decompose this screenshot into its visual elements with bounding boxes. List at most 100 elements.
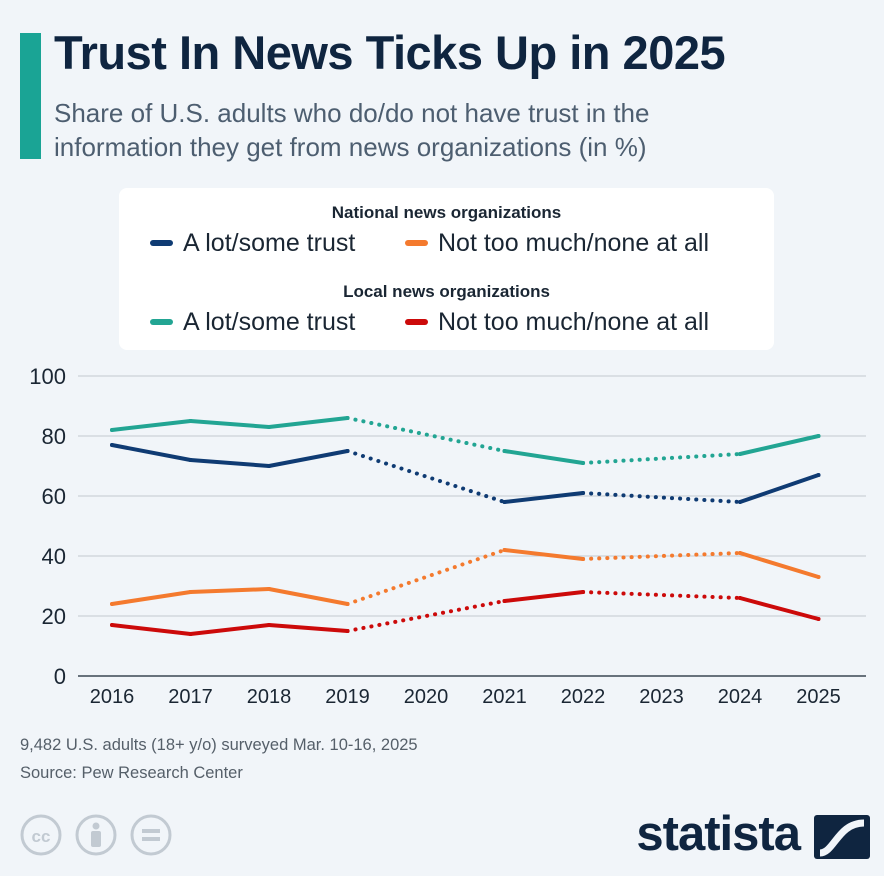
source-note: Source: Pew Research Center <box>20 764 243 782</box>
y-tick-label-80: 80 <box>42 424 66 449</box>
series-3-point-2017 <box>188 419 193 423</box>
series-3-point-2024 <box>738 452 742 456</box>
x-tick-label-2021: 2021 <box>482 686 527 708</box>
series-2-segment-2018-2019 <box>267 587 350 606</box>
series-3-point-2016 <box>110 428 114 432</box>
series-1-point-2017 <box>188 458 193 462</box>
series-3-segment-2024-2025 <box>738 434 821 456</box>
title-accent-bar <box>20 33 41 159</box>
y-tick-label-100: 100 <box>29 364 66 389</box>
x-tick-label-2024: 2024 <box>718 686 763 708</box>
series-1-point-2022 <box>581 491 585 495</box>
chart-title: Trust In News Ticks Up in 2025 <box>54 26 726 79</box>
series-1-point-2025 <box>816 473 821 477</box>
attribution-icon[interactable] <box>75 814 117 856</box>
chart-x-axis: 2016 2017 2018 2019 2020 2021 2022 2023 2024 2025 <box>90 686 841 708</box>
series-2-point-2018 <box>267 587 271 591</box>
series-2-point-2017 <box>188 590 193 594</box>
creative-commons-icon[interactable]: cc <box>20 814 62 856</box>
legend-swatch-national-trust <box>150 240 173 246</box>
license-icons: cc <box>20 814 172 856</box>
series-2-point-2021 <box>502 548 507 552</box>
series-2-segment-2021-2022 <box>502 548 585 561</box>
y-tick-label-40: 40 <box>42 544 66 569</box>
legend-label-local-trust: A lot/some trust <box>183 308 356 336</box>
legend-heading-local: Local news organizations <box>343 282 550 301</box>
series-3-segment-2018-2019 <box>267 416 350 429</box>
series-4-point-2019 <box>345 629 350 633</box>
series-3-segment-2022-2024 <box>581 452 742 465</box>
series-4-segment-2016-2017 <box>110 623 193 636</box>
series-2-segment-2017-2018 <box>188 587 271 594</box>
series-3-point-2022 <box>581 461 585 465</box>
series-1-point-2024 <box>738 500 742 504</box>
legend-label-national-distrust: Not too much/none at all <box>438 229 709 257</box>
chart-grid: 0 20 40 60 80 100 <box>29 364 866 689</box>
series-4-segment-2017-2018 <box>188 623 271 636</box>
series-3-segment-2021-2022 <box>502 449 585 465</box>
series-4-point-2025 <box>816 617 821 621</box>
series-2-point-2025 <box>816 575 821 579</box>
series-1-point-2021 <box>502 500 507 504</box>
y-tick-label-60: 60 <box>42 484 66 509</box>
series-4-point-2024 <box>738 596 742 600</box>
x-tick-label-2019: 2019 <box>325 686 370 708</box>
series-4-point-2018 <box>267 623 271 627</box>
series-2-segment-2024-2025 <box>738 551 821 579</box>
chart-series <box>110 416 821 636</box>
series-2-point-2024 <box>738 551 742 555</box>
legend-swatch-local-distrust <box>405 319 428 325</box>
series-3-segment-2019-2021 <box>345 416 507 453</box>
x-tick-label-2016: 2016 <box>90 686 135 708</box>
series-1-segment-2021-2022 <box>502 491 585 504</box>
series-2-point-2022 <box>581 557 585 561</box>
series-1-point-2018 <box>267 464 271 468</box>
series-1-point-2016 <box>110 443 114 447</box>
series-1-segment-2022-2024 <box>581 491 742 504</box>
series-3-point-2018 <box>267 425 271 429</box>
x-tick-label-2025: 2025 <box>796 686 841 708</box>
statista-logo-icon <box>814 815 870 859</box>
series-1-segment-2018-2019 <box>267 449 350 468</box>
series-4-segment-2022-2024 <box>581 590 742 600</box>
series-2-segment-2019-2021 <box>345 548 507 606</box>
x-tick-label-2020: 2020 <box>404 686 449 708</box>
series-3-segment-2017-2018 <box>188 419 271 429</box>
chart-legend: National news organizations A lot/some t… <box>119 188 774 350</box>
x-tick-label-2018: 2018 <box>247 686 292 708</box>
series-3-point-2025 <box>816 434 821 438</box>
no-derivatives-icon[interactable] <box>130 814 172 856</box>
subtitle-line-2: information they get from news organizat… <box>54 132 647 162</box>
series-4-segment-2021-2022 <box>502 590 585 603</box>
series-3-point-2021 <box>502 449 507 453</box>
series-3-segment-2016-2017 <box>110 419 193 432</box>
x-tick-label-2017: 2017 <box>168 686 213 708</box>
survey-note: 9,482 U.S. adults (18+ y/o) surveyed Mar… <box>20 736 418 754</box>
brand-name: statista <box>636 807 801 861</box>
series-2-segment-2022-2024 <box>581 551 742 561</box>
legend-label-local-distrust: Not too much/none at all <box>438 308 709 336</box>
legend-heading-national: National news organizations <box>331 203 562 222</box>
line-chart: 0 20 40 60 80 100 2016 2017 2018 2019 2020 2021 202… <box>29 364 866 708</box>
legend-swatch-local-trust <box>150 319 173 325</box>
statista-brand[interactable]: statista <box>610 805 870 865</box>
x-tick-label-2023: 2023 <box>639 686 684 708</box>
series-1-point-2019 <box>345 449 350 453</box>
series-4-segment-2019-2021 <box>345 599 507 633</box>
legend-swatch-national-distrust <box>405 240 428 246</box>
series-2-segment-2016-2017 <box>110 590 193 606</box>
chart-subtitle: Share of U.S. adults who do/do not have … <box>54 96 854 164</box>
series-4-point-2016 <box>110 623 114 627</box>
series-1-segment-2024-2025 <box>738 473 821 504</box>
subtitle-line-1: Share of U.S. adults who do/do not have … <box>54 98 650 128</box>
series-4-segment-2024-2025 <box>738 596 821 621</box>
series-3-point-2019 <box>345 416 350 420</box>
y-tick-label-20: 20 <box>42 604 66 629</box>
svg-text:cc: cc <box>32 827 51 846</box>
series-1-segment-2016-2017 <box>110 443 193 462</box>
legend-label-national-trust: A lot/some trust <box>183 229 356 257</box>
series-2-point-2016 <box>110 602 114 606</box>
series-4-point-2021 <box>502 599 507 603</box>
series-2-point-2019 <box>345 602 350 606</box>
x-tick-label-2022: 2022 <box>561 686 606 708</box>
